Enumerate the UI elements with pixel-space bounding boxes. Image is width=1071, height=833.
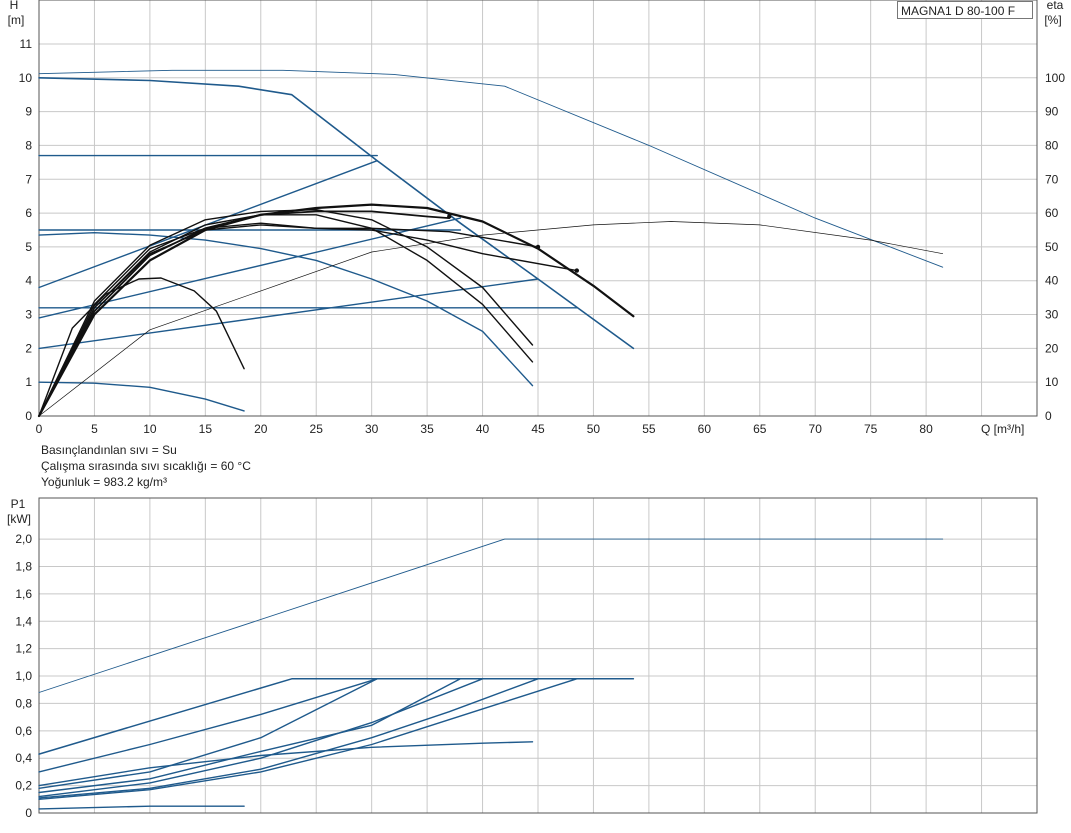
eta-y-tick-label: 70 — [1045, 172, 1059, 186]
power-y-tick-label: 0,4 — [15, 751, 32, 765]
head-curve-17 — [38, 221, 944, 417]
head-y-tick-label: 2 — [25, 341, 32, 355]
head-point-marker — [535, 244, 541, 250]
power-curve-8 — [38, 741, 534, 787]
head-x-tick-label: 0 — [36, 422, 43, 436]
head-y-tick-label: 10 — [19, 71, 33, 85]
note-density: Yoğunluk = 983.2 kg/m³ — [41, 475, 167, 489]
eta-y-tick-label: 50 — [1045, 240, 1059, 254]
head-curve-11 — [38, 210, 451, 417]
eta-y-tick-label: 80 — [1045, 138, 1059, 152]
power-curve-9 — [38, 805, 245, 810]
power-curve-4 — [38, 678, 462, 794]
head-point-marker — [574, 268, 580, 273]
head-y-tick-label: 9 — [25, 105, 32, 119]
power-y-tick-label: 0 — [25, 806, 32, 820]
head-curve-0 — [38, 77, 635, 350]
head-x-tick-label: 65 — [753, 422, 767, 436]
head-x-tick-label: 25 — [310, 422, 324, 436]
head-y-tick-label: 4 — [25, 274, 32, 288]
head-x-tick-label: 5 — [91, 422, 98, 436]
eta-y-tick-label: 0 — [1045, 409, 1052, 423]
head-curve-10 — [37, 203, 635, 418]
power-curve-3 — [38, 678, 378, 789]
head-x-tick-label: 20 — [254, 422, 268, 436]
power-curve-7 — [38, 678, 578, 800]
power-grid — [38, 498, 1038, 814]
power-y-tick-label: 2,0 — [15, 532, 32, 546]
head-x-tick-label: 15 — [199, 422, 213, 436]
head-y-tick-label: 11 — [20, 37, 33, 51]
head-y-tick-label: 1 — [25, 375, 32, 389]
power-y-tick-label: 1,6 — [15, 587, 32, 601]
head-curve-8 — [38, 381, 245, 412]
power-y-tick-label: 0,8 — [15, 696, 32, 710]
head-x-tick-label: 70 — [809, 422, 823, 436]
power-curve-5 — [38, 678, 484, 798]
head-x-tick-label: 10 — [143, 422, 157, 436]
head-x-tick-label: 80 — [919, 422, 933, 436]
head-point-marker — [447, 214, 452, 219]
power-y-tick-label: 1,8 — [15, 559, 32, 573]
eta-y-tick-label: 30 — [1045, 308, 1059, 322]
power-y-axis-unit: [kW] — [7, 512, 31, 526]
head-y-tick-label: 3 — [25, 308, 32, 322]
head-plot-frame — [38, 0, 1038, 417]
power-y-tick-label: 1,0 — [15, 669, 32, 683]
head-y-tick-label: 6 — [25, 206, 32, 220]
head-x-axis-label: Q [m³/h] — [981, 422, 1024, 436]
eta-y-tick-label: 100 — [1045, 71, 1065, 85]
head-x-tick-label: 75 — [864, 422, 878, 436]
note-temperature: Çalışma sırasında sıvı sıcaklığı = 60 °C — [41, 459, 251, 473]
eta-y-tick-label: 20 — [1045, 341, 1059, 355]
head-curve-16 — [38, 277, 245, 417]
head-curve-15 — [38, 214, 534, 417]
head-y-axis-unit: [m] — [8, 13, 25, 27]
eta-y-axis-unit: [%] — [1044, 13, 1061, 27]
power-curve-1 — [38, 678, 635, 755]
head-x-tick-label: 40 — [476, 422, 490, 436]
head-curve-13 — [38, 222, 578, 417]
eta-y-tick-label: 40 — [1045, 274, 1059, 288]
power-y-tick-label: 0,2 — [15, 779, 32, 793]
head-x-tick-label: 50 — [587, 422, 601, 436]
eta-y-axis-label: eta — [1047, 0, 1064, 12]
power-y-tick-label: 1,4 — [15, 614, 32, 628]
head-x-tick-label: 55 — [642, 422, 656, 436]
head-y-tick-label: 5 — [25, 240, 32, 254]
head-curve-7 — [38, 232, 534, 387]
head-x-tick-label: 30 — [365, 422, 379, 436]
head-y-tick-label: 0 — [25, 409, 32, 423]
power-curve-2 — [38, 678, 378, 773]
power-plot-frame — [38, 497, 1038, 814]
head-y-tick-label: 8 — [25, 138, 32, 152]
head-curve-14 — [38, 209, 534, 417]
eta-y-tick-label: 90 — [1045, 105, 1059, 119]
head-y-axis-label: H — [10, 0, 19, 12]
head-grid — [38, 0, 1038, 417]
head-x-tick-label: 45 — [531, 422, 545, 436]
note-fluid: Basınçlandınlan sıvı = Su — [41, 443, 177, 457]
head-y-tick-label: 7 — [25, 172, 32, 186]
head-x-tick-label: 60 — [698, 422, 712, 436]
eta-y-tick-label: 10 — [1045, 375, 1059, 389]
model-label: MAGNA1 D 80-100 F — [897, 1, 1033, 19]
power-y-axis-label: P1 — [11, 497, 26, 511]
eta-y-tick-label: 60 — [1045, 206, 1059, 220]
power-y-tick-label: 1,2 — [15, 642, 32, 656]
power-curve-0 — [38, 538, 944, 693]
power-curve-6 — [38, 678, 539, 799]
head-x-tick-label: 35 — [420, 422, 434, 436]
head-curve-9 — [38, 69, 944, 268]
power-y-tick-label: 0,6 — [15, 724, 32, 738]
head-curve-6 — [38, 278, 539, 350]
